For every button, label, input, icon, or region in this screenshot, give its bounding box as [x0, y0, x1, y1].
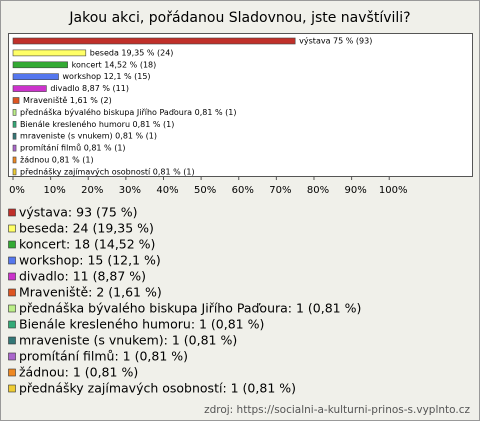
legend-label: promítání filmů: 1 (0,81 %) — [19, 349, 188, 364]
legend-swatch — [8, 256, 16, 265]
legend-swatch — [8, 304, 16, 313]
bar — [12, 109, 17, 116]
x-tick-label: 0% — [9, 185, 25, 196]
bar — [12, 85, 47, 92]
x-tick-label: 100% — [379, 185, 408, 196]
legend-swatch — [8, 352, 16, 361]
chart-title: Jakou akci, pořádanou Sladovnou, jste na… — [68, 10, 410, 26]
value-label: žádnou 0,81 % (1) — [20, 156, 94, 165]
bar — [12, 61, 68, 69]
value-label: promítání filmů 0,81 % (1) — [20, 143, 125, 153]
value-label: mraveniste (s vnukem) 0,81 % (1) — [20, 132, 157, 141]
legend-label: divadlo: 11 (8,87 %) — [19, 269, 146, 284]
source: zdroj: https://socialni-a-kulturni-prino… — [204, 404, 470, 416]
legend-swatch — [8, 288, 16, 297]
plot-area — [8, 33, 473, 177]
bar — [12, 132, 17, 140]
x-tick-label: 70% — [269, 185, 291, 196]
value-label: koncert 14,52 % (18) — [72, 60, 157, 69]
value-label: workshop 12,1 % (15) — [63, 72, 151, 81]
bar — [12, 73, 59, 80]
bar — [12, 156, 17, 164]
legend-swatch — [8, 368, 16, 377]
value-label: výstava 75 % (93) — [299, 37, 372, 46]
legend-label: koncert: 18 (14,52 %) — [19, 237, 155, 252]
value-label: přednáška bývalého biskupa Jiřího Paďour… — [20, 107, 236, 117]
legend-label: přednáška bývalého biskupa Jiřího Paďour… — [19, 301, 361, 316]
bar — [12, 144, 17, 152]
legend-swatch — [8, 240, 16, 249]
bar — [12, 97, 20, 104]
legend-swatch — [8, 320, 16, 329]
legend-label: Bienále kresleného humoru: 1 (0,81 %) — [19, 317, 264, 332]
x-tick-label: 20% — [81, 185, 103, 196]
bar — [12, 37, 296, 45]
legend-label: mraveniste (s vnukem): 1 (0,81 %) — [19, 333, 237, 348]
legend-swatch — [8, 384, 16, 393]
legend-label: Mraveniště: 2 (1,61 %) — [19, 285, 162, 300]
bar — [12, 49, 87, 57]
value-label: přednášky zajímavých osobností 0,81 % (1… — [20, 166, 195, 176]
x-tick-label: 40% — [156, 185, 178, 196]
legend-label: výstava: 93 (75 %) — [19, 205, 138, 220]
x-tick-label: 80% — [307, 185, 329, 196]
value-label: Mraveniště 1,61 % (2) — [23, 95, 112, 105]
value-label: Bienále kresleného humoru 0,81 % (1) — [20, 119, 174, 129]
x-tick-label: 60% — [232, 185, 254, 196]
legend-label: žádnou: 1 (0,81 %) — [19, 365, 138, 380]
legend-label: přednášky zajímavých osobností: 1 (0,81 … — [19, 381, 296, 396]
legend-swatch — [8, 272, 16, 281]
x-tick-label: 90% — [344, 185, 366, 196]
bar — [12, 168, 17, 176]
x-tick-label: 30% — [119, 185, 141, 196]
legend-label: beseda: 24 (19,35 %) — [19, 221, 154, 236]
legend-swatch — [8, 208, 16, 217]
value-label: divadlo 8,87 % (11) — [50, 84, 129, 93]
bar — [12, 121, 17, 128]
x-tick-label: 10% — [44, 185, 66, 196]
legend-swatch — [8, 336, 16, 345]
legend-swatch — [8, 224, 16, 233]
legend-label: workshop: 15 (12,1 %) — [19, 253, 161, 268]
value-label: beseda 19,35 % (24) — [90, 48, 174, 57]
x-tick-label: 50% — [194, 185, 216, 196]
